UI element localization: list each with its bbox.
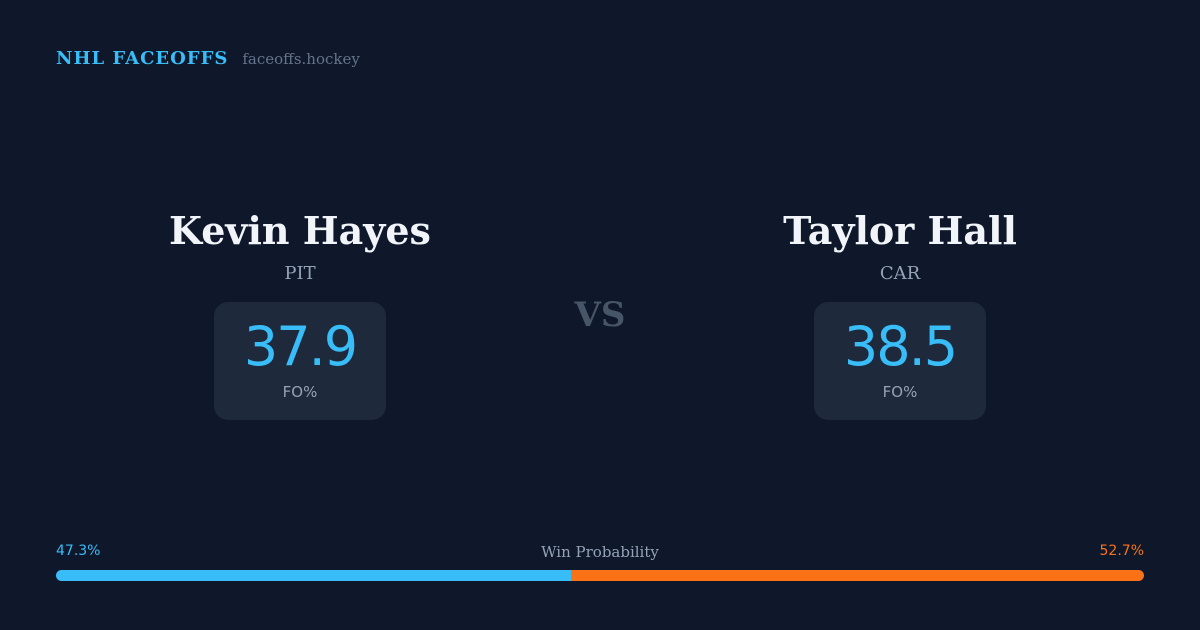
player-right-stat-value: 38.5 xyxy=(843,315,958,378)
win-probability-labels: 47.3% Win Probability 52.7% xyxy=(56,543,1144,563)
player-left-stat-card: 37.9 FO% xyxy=(214,302,386,420)
player-right: Taylor Hall CAR 38.5 FO% xyxy=(700,204,1100,420)
player-right-name: Taylor Hall xyxy=(783,208,1017,253)
win-probability-right-fill xyxy=(570,570,1144,581)
brand-header: NHL FACEOFFS faceoffs.hockey xyxy=(56,48,360,69)
player-right-team: CAR xyxy=(879,263,921,284)
brand-site: faceoffs.hockey xyxy=(242,50,360,68)
player-left-stat-value: 37.9 xyxy=(243,315,358,378)
win-probability-bar xyxy=(56,570,1144,581)
player-right-stat-card: 38.5 FO% xyxy=(814,302,986,420)
player-left-name: Kevin Hayes xyxy=(169,208,431,253)
win-probability-left-fill xyxy=(56,570,571,581)
player-left: Kevin Hayes PIT 37.9 FO% xyxy=(100,204,500,420)
player-left-stat-label: FO% xyxy=(282,383,318,401)
win-probability-title: Win Probability xyxy=(541,543,659,561)
player-left-team: PIT xyxy=(284,263,316,284)
vs-label: VS xyxy=(574,295,626,335)
win-probability-left-value: 47.3% xyxy=(56,543,101,559)
win-probability-right-value: 52.7% xyxy=(1099,543,1144,559)
player-right-stat-label: FO% xyxy=(882,383,918,401)
brand-title: NHL FACEOFFS xyxy=(56,48,229,69)
